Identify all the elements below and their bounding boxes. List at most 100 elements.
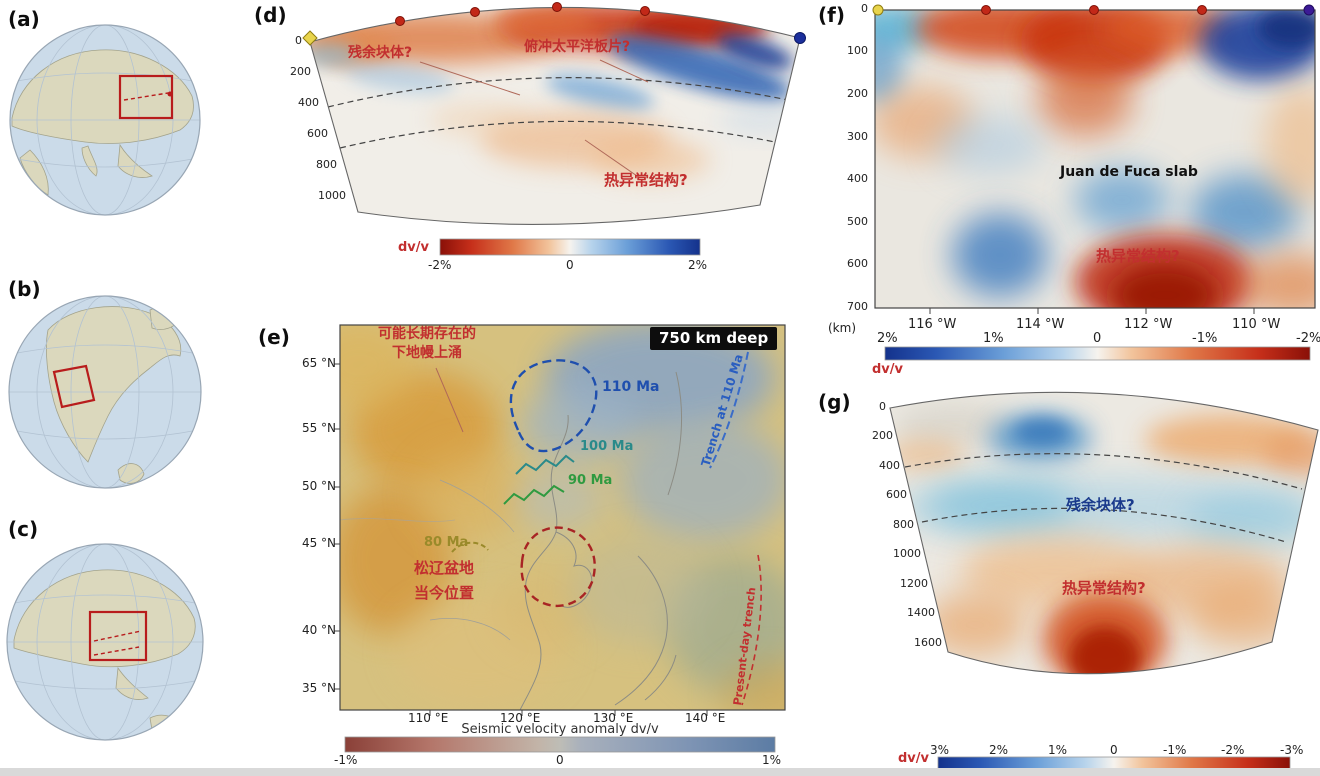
panel-f-tomography bbox=[875, 10, 1315, 308]
g-depth-tick: 600 bbox=[886, 488, 907, 501]
e-lat-tick: 55 °N bbox=[301, 421, 336, 435]
study-area-box-a bbox=[118, 74, 174, 120]
depth-badge: 750 km deep bbox=[650, 327, 778, 350]
d-colorbar-tick: -2% bbox=[428, 258, 452, 272]
discontinuity-660-g bbox=[921, 507, 1287, 543]
colorbar-f bbox=[884, 346, 1311, 361]
panel-label-f: (f) bbox=[818, 3, 845, 27]
e-annotation-songliao-line2: 当今位置 bbox=[414, 584, 475, 602]
d-depth-tick: 200 bbox=[290, 65, 311, 78]
f-colorbar-label: dv/v bbox=[872, 362, 904, 377]
e-colorbar-title: Seismic velocity anomaly dv/v bbox=[461, 722, 659, 737]
e-label-80ma: 80 Ma bbox=[424, 535, 469, 550]
g-depth-tick: 1400 bbox=[907, 606, 935, 619]
panel-label-g: (g) bbox=[818, 390, 851, 414]
colorbar-g bbox=[937, 756, 1291, 770]
f-depth-tick: 0 bbox=[861, 2, 868, 15]
colorbar-d bbox=[439, 238, 701, 256]
panel-g-tomography bbox=[890, 392, 1318, 674]
g-depth-tick: 0 bbox=[879, 400, 886, 413]
section-start-marker-d bbox=[302, 30, 318, 46]
g-depth-tick: 1200 bbox=[900, 577, 928, 590]
g-colorbar-tick: 2% bbox=[989, 743, 1009, 757]
g-depth-tick: 400 bbox=[879, 459, 900, 472]
panel-d-leader-lines bbox=[419, 59, 649, 179]
d-depth-tick: 600 bbox=[307, 127, 328, 140]
d-depth-tick: 400 bbox=[298, 96, 319, 109]
contour-100ma bbox=[515, 454, 575, 475]
f-km-label: (km) bbox=[828, 321, 857, 335]
f-colorbar-tick: 2% bbox=[877, 331, 898, 346]
section-start-marker-f bbox=[872, 4, 884, 16]
d-annotation-subducting-slab: 俯冲太平洋板片? bbox=[524, 39, 631, 55]
f-depth-tick: 400 bbox=[847, 172, 868, 185]
section-end-marker-f bbox=[1303, 4, 1315, 16]
panel-e-outline bbox=[339, 324, 786, 711]
f-depth-tick: 200 bbox=[847, 87, 868, 100]
f-colorbar-tick: 0 bbox=[1093, 331, 1102, 346]
f-depth-tick: 100 bbox=[847, 44, 868, 57]
f-lon-tick: 114 °W bbox=[1016, 317, 1065, 332]
e-lat-tick: 65 °N bbox=[301, 356, 336, 370]
d-depth-tick: 800 bbox=[316, 158, 337, 171]
section-trace-c bbox=[93, 630, 142, 656]
e-annotation-upwelling-line2: 下地幔上涌 bbox=[392, 345, 462, 361]
panel-label-e: (e) bbox=[258, 325, 290, 349]
e-colorbar-tick: -1% bbox=[334, 753, 358, 767]
globe-a bbox=[9, 24, 201, 216]
e-lat-tick: 40 °N bbox=[301, 623, 336, 637]
f-lon-tick: 110 °W bbox=[1232, 317, 1281, 332]
panel-g-outline bbox=[889, 391, 1319, 675]
f-colorbar-tick: -1% bbox=[1192, 331, 1218, 346]
discontinuity-410-g bbox=[904, 453, 1303, 490]
e-lat-tick: 45 °N bbox=[301, 536, 336, 550]
globe-c bbox=[6, 543, 204, 741]
panel-d-section-endpoints bbox=[302, 2, 806, 46]
e-lat-tick: 50 °N bbox=[301, 479, 336, 493]
e-lon-tick: 110 °E bbox=[408, 711, 449, 725]
f-lon-tick: 112 °W bbox=[1124, 317, 1173, 332]
d-depth-tick: 1000 bbox=[318, 189, 346, 202]
bottom-strip bbox=[0, 768, 1320, 776]
e-lat-tick: 35 °N bbox=[301, 681, 336, 695]
g-depth-tick: 1600 bbox=[914, 636, 942, 649]
d-depth-tick: 0 bbox=[295, 34, 302, 47]
f-annotation-juan-de-fuca-slab: Juan de Fuca slab bbox=[1060, 164, 1198, 180]
f-depth-tick: 500 bbox=[847, 215, 868, 228]
globe-b bbox=[8, 295, 202, 489]
g-depth-tick: 200 bbox=[872, 429, 893, 442]
g-depth-tick: 1000 bbox=[893, 547, 921, 560]
section-trace-a bbox=[123, 92, 169, 101]
f-annotation-thermal-anomaly: 热异常结构? bbox=[1096, 247, 1180, 265]
e-colorbar-tick: 0 bbox=[556, 753, 564, 767]
d-annotation-thermal-anomaly: 热异常结构? bbox=[604, 171, 688, 189]
f-depth-tick: 700 bbox=[847, 300, 868, 313]
d-colorbar-label: dv/v bbox=[398, 240, 430, 255]
study-area-box-c bbox=[88, 610, 148, 662]
d-colorbar-tick: 0 bbox=[566, 258, 574, 272]
g-colorbar-tick: 0 bbox=[1110, 743, 1118, 757]
discontinuity-410-d bbox=[327, 77, 789, 108]
trench-110ma-line bbox=[709, 351, 749, 469]
panel-label-d: (d) bbox=[254, 3, 287, 27]
g-colorbar-label: dv/v bbox=[898, 751, 930, 766]
g-colorbar-tick: 3% bbox=[930, 743, 950, 757]
g-depth-tick: 800 bbox=[893, 518, 914, 531]
e-lon-tick: 140 °E bbox=[685, 711, 726, 725]
d-annotation-residual-block: 残余块体? bbox=[348, 45, 413, 61]
panel-f-axis-ticks bbox=[929, 308, 1255, 314]
songliao-basin-outline bbox=[520, 526, 596, 608]
g-colorbar-tick: -2% bbox=[1221, 743, 1245, 757]
contour-80ma bbox=[451, 541, 489, 553]
panel-e-axis-ticks bbox=[334, 363, 708, 716]
present-day-trench-line bbox=[741, 554, 762, 706]
section-end-marker-d bbox=[794, 32, 806, 44]
upwelling-leader-line bbox=[435, 367, 464, 433]
colorbar-e bbox=[344, 736, 776, 753]
f-depth-tick: 600 bbox=[847, 257, 868, 270]
e-label-100ma: 100 Ma bbox=[580, 439, 634, 454]
e-annotation-songliao-line1: 松辽盆地 bbox=[414, 559, 475, 577]
e-annotation-upwelling-line1: 可能长期存在的 bbox=[378, 326, 476, 342]
